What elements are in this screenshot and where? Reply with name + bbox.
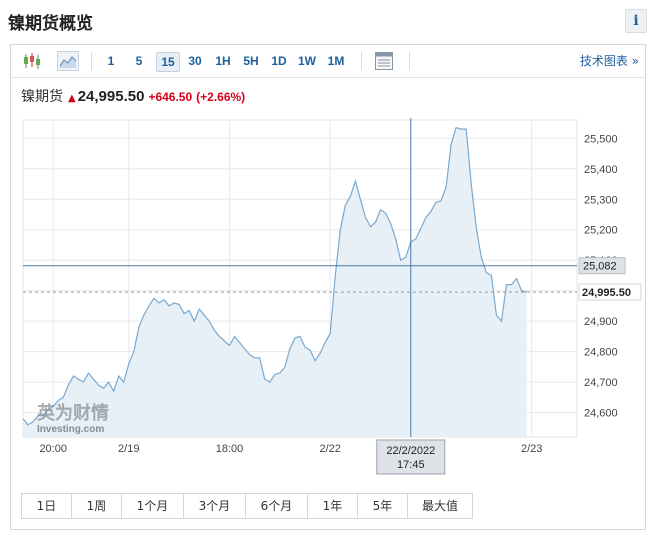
watermark-site-text: Investing.com [37, 424, 104, 435]
range-1w[interactable]: 1周 [72, 494, 122, 518]
y-tick-label: 24,900 [584, 316, 618, 328]
chart-toolbar: 1 5 15 30 1H 5H 1D 1W 1M 技术图表 » [11, 45, 645, 78]
price-change-percent: (+2.66%) [196, 90, 246, 104]
last-price-box [578, 283, 642, 301]
candlestick-icon[interactable] [21, 51, 43, 71]
range-1m[interactable]: 1个月 [122, 494, 184, 518]
chart-widget: 1 5 15 30 1H 5H 1D 1W 1M 技术图表 » 镍期货 ▲ 24,9… [10, 44, 646, 530]
crosshair-y-box [578, 257, 626, 275]
price-chart[interactable]: 25,50025,40025,30025,20025,10025,00024,9… [11, 45, 645, 485]
range-1d[interactable]: 1日 [22, 494, 72, 518]
technical-chart-link[interactable]: 技术图表 » [579, 54, 639, 68]
timeframe-1h[interactable]: 1H [215, 54, 231, 68]
instrument-name: 镍期货 [21, 89, 63, 105]
timeframe-1d[interactable]: 1D [271, 54, 287, 68]
x-tick-label: 2/19 [118, 443, 139, 455]
toolbar-separator [91, 52, 92, 70]
x-tick-label: 2/22 [320, 443, 341, 455]
timeframe-5h[interactable]: 5H [243, 54, 259, 68]
range-6m[interactable]: 6个月 [246, 494, 308, 518]
range-3m[interactable]: 3个月 [184, 494, 246, 518]
quote-line: 镍期货 ▲ 24,995.50 +646.50 (+2.66%) [21, 87, 245, 107]
watermark-logo-text: 英为财情 [36, 402, 109, 424]
range-max[interactable]: 最大值 [421, 499, 458, 513]
crosshair-y-label: 25,082 [583, 261, 617, 273]
page-title: 镍期货概览 [8, 14, 93, 34]
price-change: +646.50 [148, 90, 193, 104]
last-price-label: 24,995.50 [582, 287, 631, 299]
y-tick-label: 25,300 [584, 194, 618, 206]
crosshair-x-date-label: 22/2/2022 [386, 445, 435, 457]
toolbar-separator [361, 52, 362, 70]
range-5y[interactable]: 5年 [358, 494, 408, 518]
timeframe-15[interactable]: 15 [156, 52, 180, 72]
crosshair-x-time-label: 17:45 [397, 459, 425, 471]
y-tick-label: 25,400 [584, 164, 618, 176]
y-tick-label: 24,800 [584, 347, 618, 359]
last-price: 24,995.50 [77, 88, 145, 105]
price-line [22, 126, 527, 426]
timeframe-1w[interactable]: 1W [298, 54, 316, 68]
range-selector: 1日 1周 1个月 3个月 6个月 1年 5年 最大值 [21, 493, 473, 519]
price-area-fill [23, 127, 527, 437]
up-arrow-icon: ▲ [68, 93, 76, 104]
table-icon[interactable] [373, 51, 395, 71]
y-tick-label: 24,700 [584, 377, 618, 389]
timeframe-1[interactable]: 1 [107, 54, 115, 68]
toolbar-separator [409, 52, 410, 70]
x-tick-label: 18:00 [216, 443, 244, 455]
info-button[interactable]: i [625, 9, 647, 33]
y-tick-label: 25,200 [584, 225, 618, 237]
x-tick-label: 2/23 [521, 443, 542, 455]
timeframe-1m[interactable]: 1M [327, 54, 345, 68]
timeframe-30[interactable]: 30 [188, 54, 202, 68]
y-tick-label: 24,600 [584, 408, 618, 420]
crosshair-x-box [376, 439, 446, 475]
area-chart-icon[interactable] [57, 51, 79, 71]
range-1y[interactable]: 1年 [308, 494, 358, 518]
x-tick-label: 20:00 [39, 443, 67, 455]
timeframe-5[interactable]: 5 [135, 54, 143, 68]
y-tick-label: 25,500 [584, 133, 618, 145]
